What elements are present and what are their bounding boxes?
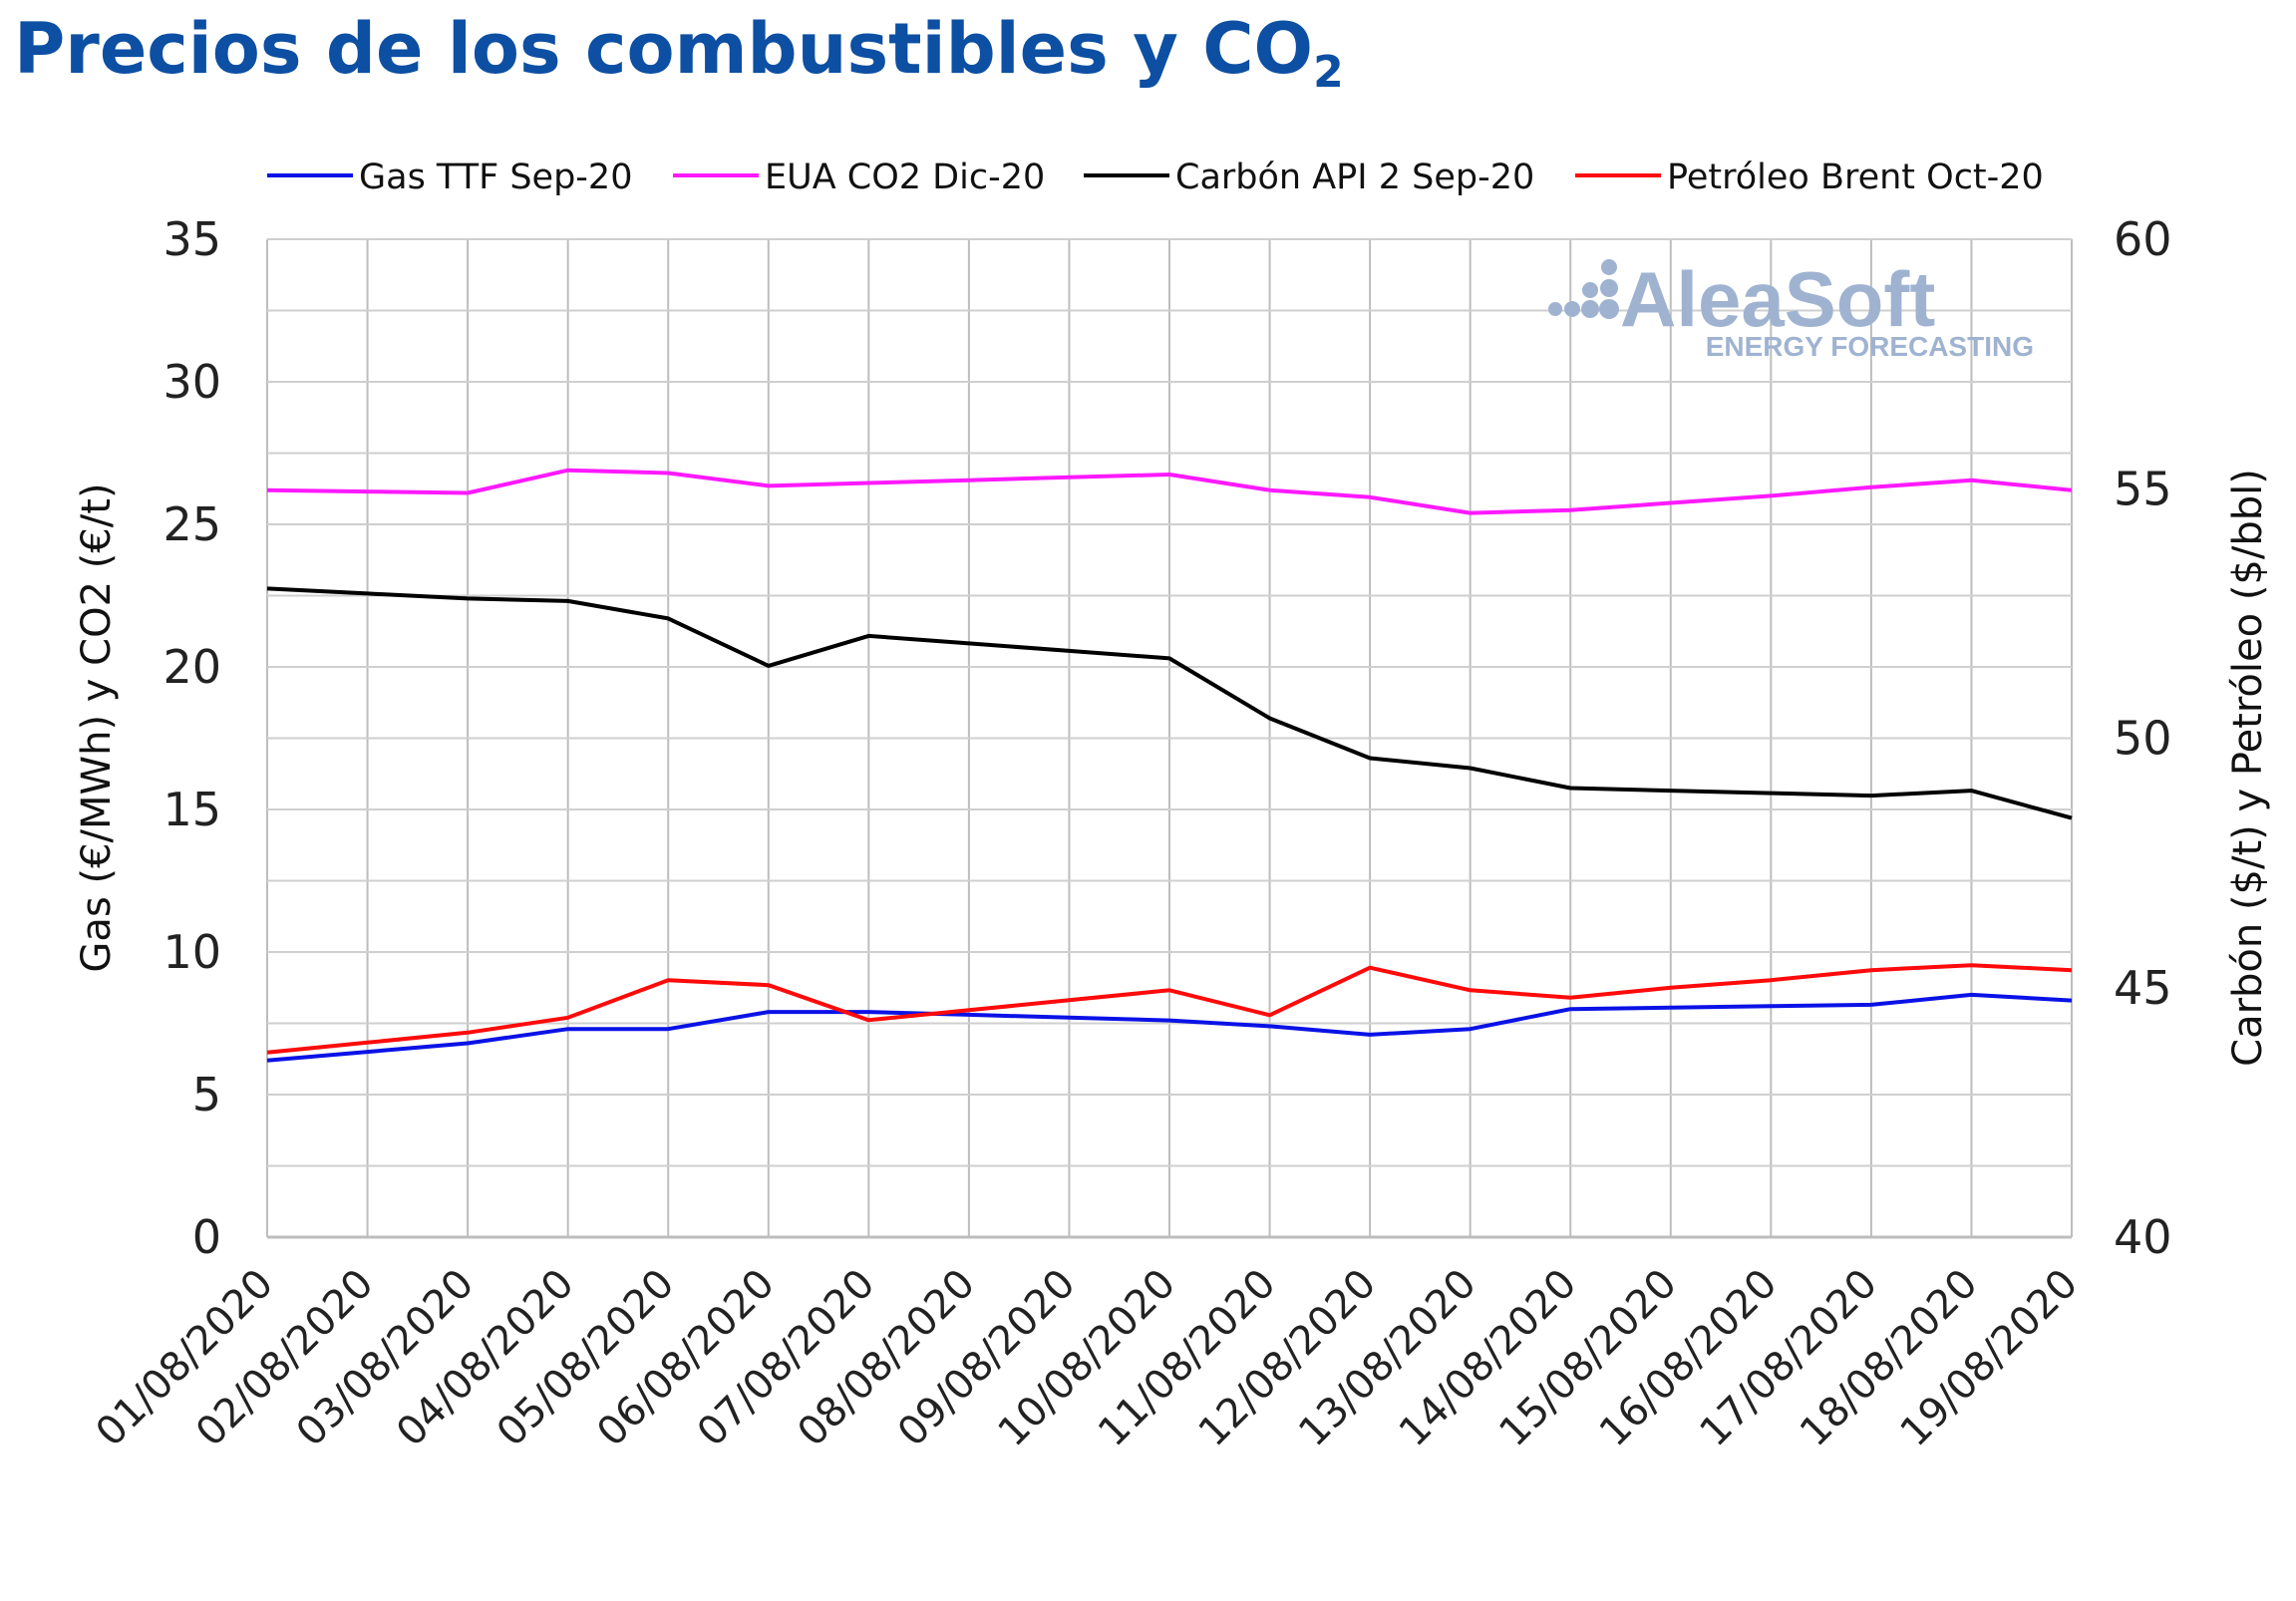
y-tick-left: 20 (163, 640, 221, 694)
y-axis-right: 40 45 50 55 60 (2114, 212, 2172, 1264)
y-tick-left: 15 (163, 783, 221, 836)
y-tick-right: 50 (2114, 712, 2172, 766)
series-line-0 (266, 992, 2073, 1063)
logo-dot (1600, 279, 1618, 297)
y-tick-right: 55 (2114, 462, 2172, 515)
y-tick-left: 0 (192, 1210, 221, 1264)
logo-dot (1581, 300, 1599, 318)
legend-label: EUA CO2 Dic-20 (765, 158, 1045, 197)
logo-dot (1599, 299, 1619, 319)
legend: Gas TTF Sep-20 EUA CO2 Dic-20 Carbón API 2… (267, 158, 2044, 197)
y-tick-left: 10 (163, 925, 221, 979)
y-axis-left-label: Gas (€/MWh) y CO2 (€/t) (74, 482, 120, 972)
series-line-1 (266, 468, 2073, 515)
legend-label: Gas TTF Sep-20 (359, 158, 632, 197)
logo-dot (1564, 301, 1580, 317)
watermark-brand: AleaSoft (1620, 255, 1935, 343)
chart-title-text: Precios de los combustibles y CO (14, 8, 1314, 90)
chart-title-subscript: 2 (1313, 47, 1344, 98)
y-tick-left: 35 (163, 212, 221, 266)
logo-dot (1582, 282, 1598, 298)
y-axis-left: 0 5 10 15 20 25 30 35 (163, 212, 221, 1264)
y-tick-left: 25 (163, 497, 221, 551)
series-line-2 (266, 586, 2073, 820)
y-axis-right-label: Carbón ($/t) y Petróleo ($/bbl) (2225, 469, 2271, 1067)
y-tick-right: 40 (2114, 1210, 2172, 1264)
logo-dots-icon (1548, 259, 1619, 319)
series-line-3 (266, 963, 2073, 1055)
logo-dot (1601, 259, 1617, 275)
watermark-logo: AleaSoft ENERGY FORECASTING (1548, 255, 2034, 362)
chart-title: Precios de los combustibles y CO2 (14, 8, 1344, 98)
legend-label: Petróleo Brent Oct-20 (1667, 158, 2044, 197)
grid (266, 238, 2073, 1239)
legend-label: Carbón API 2 Sep-20 (1175, 158, 1534, 197)
series-lines (266, 468, 2073, 1063)
y-tick-right: 60 (2114, 212, 2172, 266)
y-tick-left: 30 (163, 355, 221, 409)
y-tick-right: 45 (2114, 961, 2172, 1015)
y-tick-left: 5 (192, 1068, 221, 1121)
x-axis: 01/08/202002/08/202003/08/202004/08/2020… (88, 1261, 2088, 1456)
watermark-tagline: ENERGY FORECASTING (1706, 331, 2034, 362)
logo-dot (1548, 302, 1562, 316)
